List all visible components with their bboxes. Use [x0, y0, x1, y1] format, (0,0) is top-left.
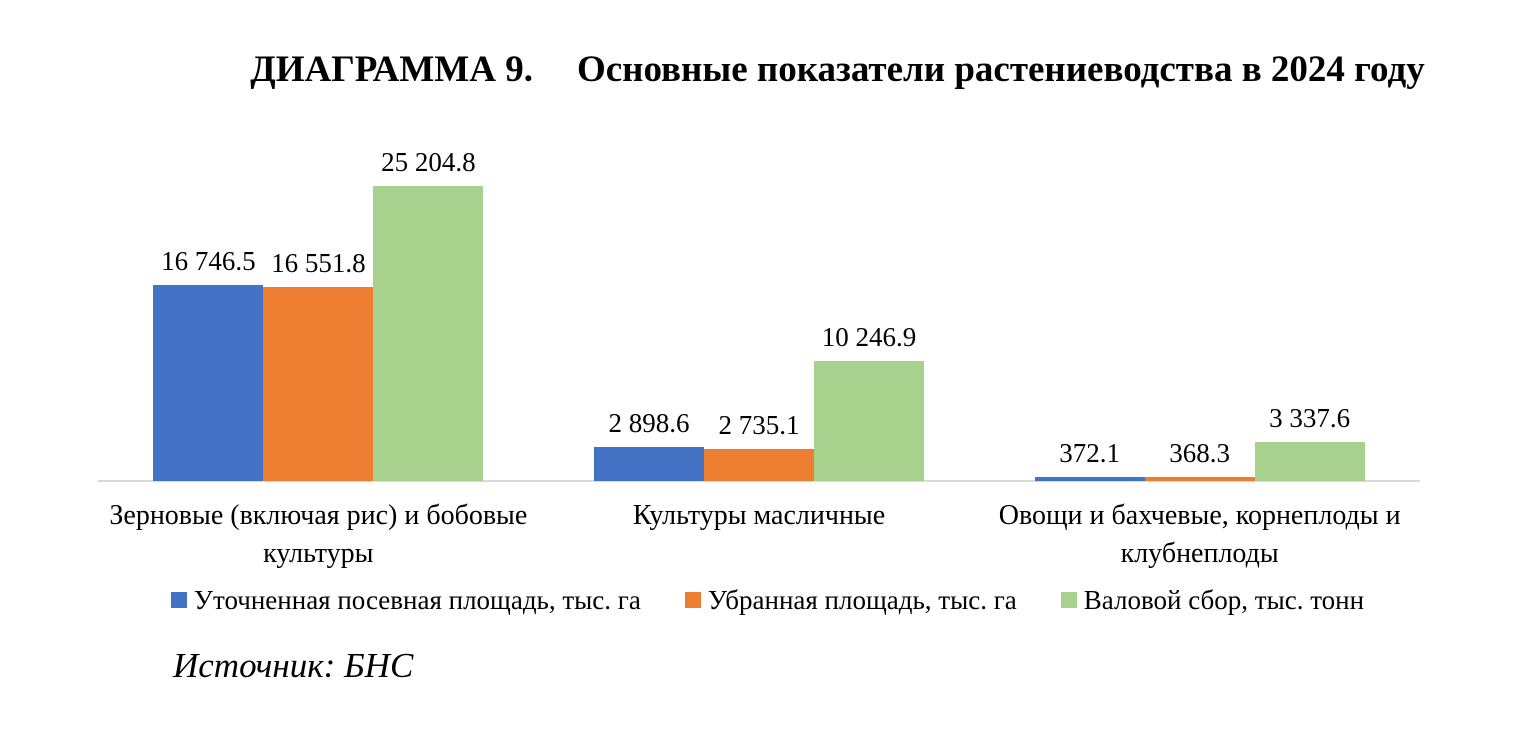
legend-label: Убранная площадь, тыс. га [707, 585, 1017, 615]
bar-value-label: 368.3 [1169, 437, 1231, 468]
bar [814, 361, 924, 481]
bar [263, 287, 374, 481]
bar-value-label: 10 246.9 [821, 322, 917, 353]
bar-value-label: 2 735.1 [718, 410, 800, 440]
legend-marker [1060, 592, 1077, 608]
bar-value-label: 3 337.6 [1269, 402, 1351, 433]
legend-item: Валовой сбор, тыс. тонн [1060, 584, 1365, 616]
bar-value-label: 16 551.8 [271, 248, 366, 279]
bar-value-label: 2 898.6 [608, 408, 690, 439]
x-axis-line [98, 480, 1420, 482]
legend-marker [170, 592, 187, 608]
bar-value-label: 372.1 [1059, 437, 1121, 468]
chart-title-text: Основные показатели растениеводства в 20… [576, 49, 1425, 90]
category-label: Овощи и бахчевые, корнеплоды и клубнепло… [998, 500, 1401, 569]
bar-value-label: 25 204.8 [381, 147, 476, 177]
legend-label: Уточненная посевная площадь, тыс. га [193, 585, 641, 615]
source-note: Источник: БНС [173, 646, 414, 685]
bar [1144, 476, 1255, 481]
legend-marker [684, 592, 701, 608]
bar [1034, 476, 1145, 481]
category-label: Культуры масличные [632, 500, 886, 531]
chart-title-prefix: ДИАГРАММА 9. [250, 49, 533, 90]
bar-value-label: 16 746.5 [161, 246, 256, 276]
legend-item: Убранная площадь, тыс. га [684, 584, 1017, 616]
bar [373, 186, 484, 481]
legend-item: Уточненная посевная площадь, тыс. га [170, 584, 641, 616]
legend-label: Валовой сбор, тыс. тонн [1083, 585, 1365, 615]
bar [153, 284, 264, 481]
bar [704, 448, 814, 481]
chart-title: ДИАГРАММА 9. Основные показатели растение… [160, 48, 1515, 91]
bar [1254, 441, 1365, 481]
chart-legend: Уточненная посевная площадь, тыс. га Убра… [20, 584, 1515, 616]
bar [594, 447, 704, 481]
category-label: Зерновые (включая рис) и бобовые культур… [109, 500, 528, 569]
